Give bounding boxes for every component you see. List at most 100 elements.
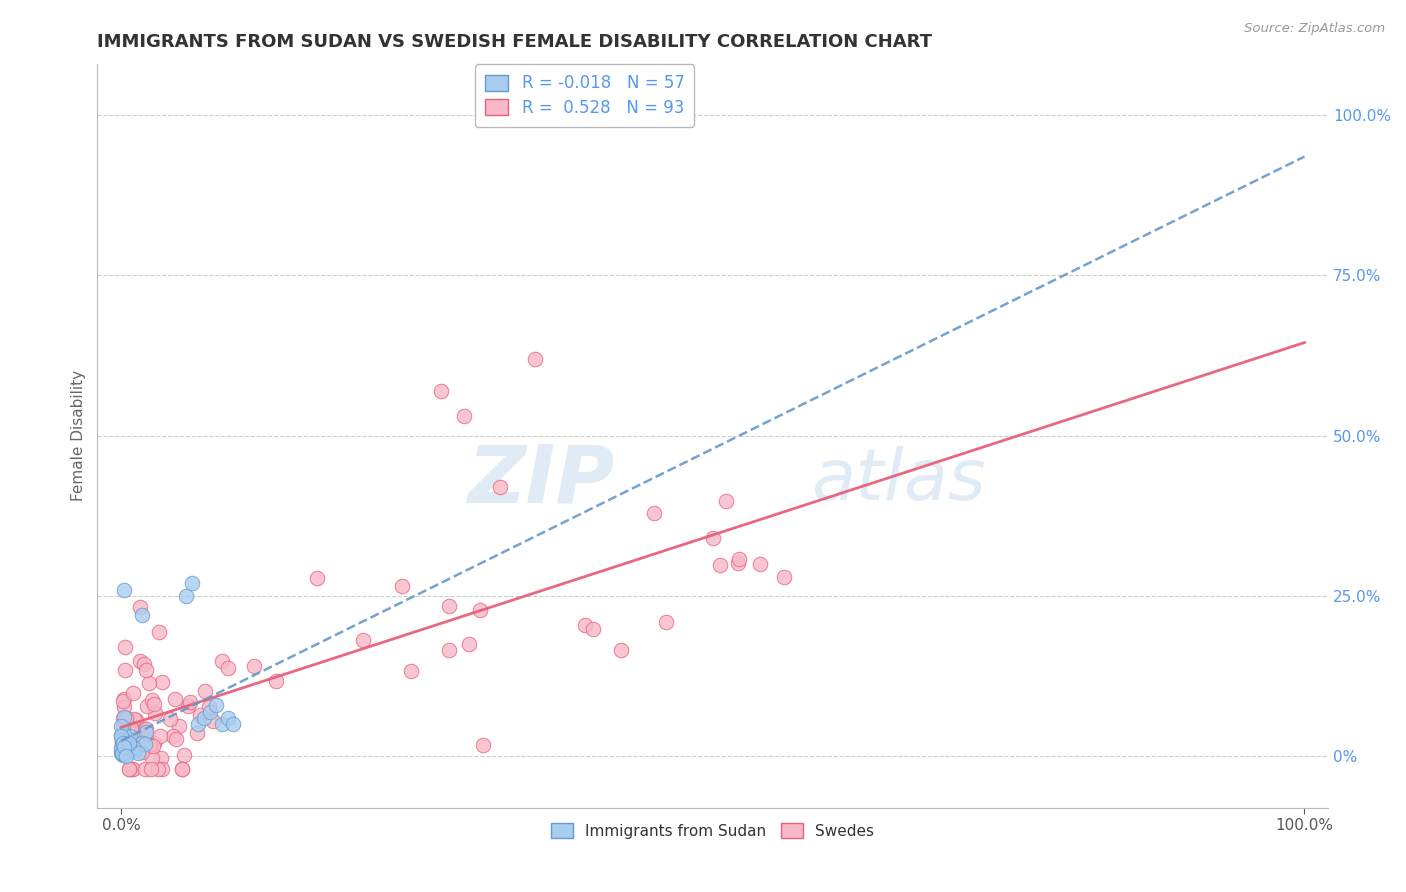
Point [141,751,163,765]
Point [457,637,479,651]
Point [117,744,139,758]
Point [112,711,135,725]
Point [117,745,139,759]
Legend: Immigrants from Sudan, Swedes: Immigrants from Sudan, Swedes [546,817,880,845]
Point [124,743,146,757]
Point [111,736,134,750]
Point [114,664,136,678]
Point [654,615,676,629]
Point [111,735,134,749]
Point [115,739,138,753]
Point [127,746,149,760]
Point [129,726,152,740]
Point [117,732,139,747]
Point [111,746,134,760]
Point [150,674,173,689]
Point [709,558,731,573]
Point [115,740,138,755]
Point [112,709,135,723]
Point [472,738,495,752]
Point [111,739,134,753]
Point [115,711,138,725]
Point [121,739,143,753]
Point [142,739,165,754]
Point [111,743,134,757]
Point [150,762,173,776]
Point [110,729,132,743]
Point [488,480,510,494]
Point [115,742,138,756]
Point [399,664,422,678]
Point [111,747,134,762]
Point [112,747,135,762]
Point [114,734,136,748]
Point [114,737,136,751]
Point [468,603,491,617]
Point [146,762,169,776]
Text: ZIP: ZIP [467,442,614,519]
Point [143,706,166,721]
Y-axis label: Female Disability: Female Disability [72,370,86,501]
Point [143,736,166,750]
Point [111,746,134,760]
Point [121,740,143,755]
Point [165,692,187,706]
Point [110,728,132,742]
Point [186,726,208,740]
Point [122,762,145,776]
Point [112,736,135,750]
Point [169,719,191,733]
Point [111,694,134,708]
Point [159,713,181,727]
Point [112,747,135,761]
Point [172,762,194,776]
Point [131,608,153,623]
Point [305,571,328,585]
Point [138,739,160,754]
Point [181,576,204,591]
Point [453,409,475,424]
Text: atlas: atlas [811,446,986,515]
Point [217,711,239,725]
Point [132,657,155,671]
Point [138,676,160,690]
Point [112,744,135,758]
Point [110,740,132,755]
Point [122,743,145,757]
Point [111,733,134,747]
Point [135,724,157,739]
Point [165,732,187,747]
Point [117,762,139,776]
Point [111,739,134,753]
Point [134,762,156,776]
Point [131,745,153,759]
Point [179,695,201,709]
Point [194,683,217,698]
Point [139,762,162,776]
Point [117,739,139,753]
Point [702,531,724,545]
Point [110,719,132,733]
Point [197,700,219,714]
Point [111,720,134,734]
Point [135,663,157,677]
Point [437,643,460,657]
Point [127,731,149,745]
Point [134,722,156,736]
Point [264,674,287,689]
Point [112,741,135,756]
Point [211,717,233,731]
Point [187,717,209,731]
Point [198,705,221,719]
Point [142,697,165,711]
Point [117,739,139,753]
Point [120,743,142,757]
Point [121,762,143,776]
Point [188,708,211,723]
Point [134,737,156,751]
Point [110,746,132,760]
Point [193,711,215,725]
Point [111,734,134,748]
Point [131,736,153,750]
Point [391,579,413,593]
